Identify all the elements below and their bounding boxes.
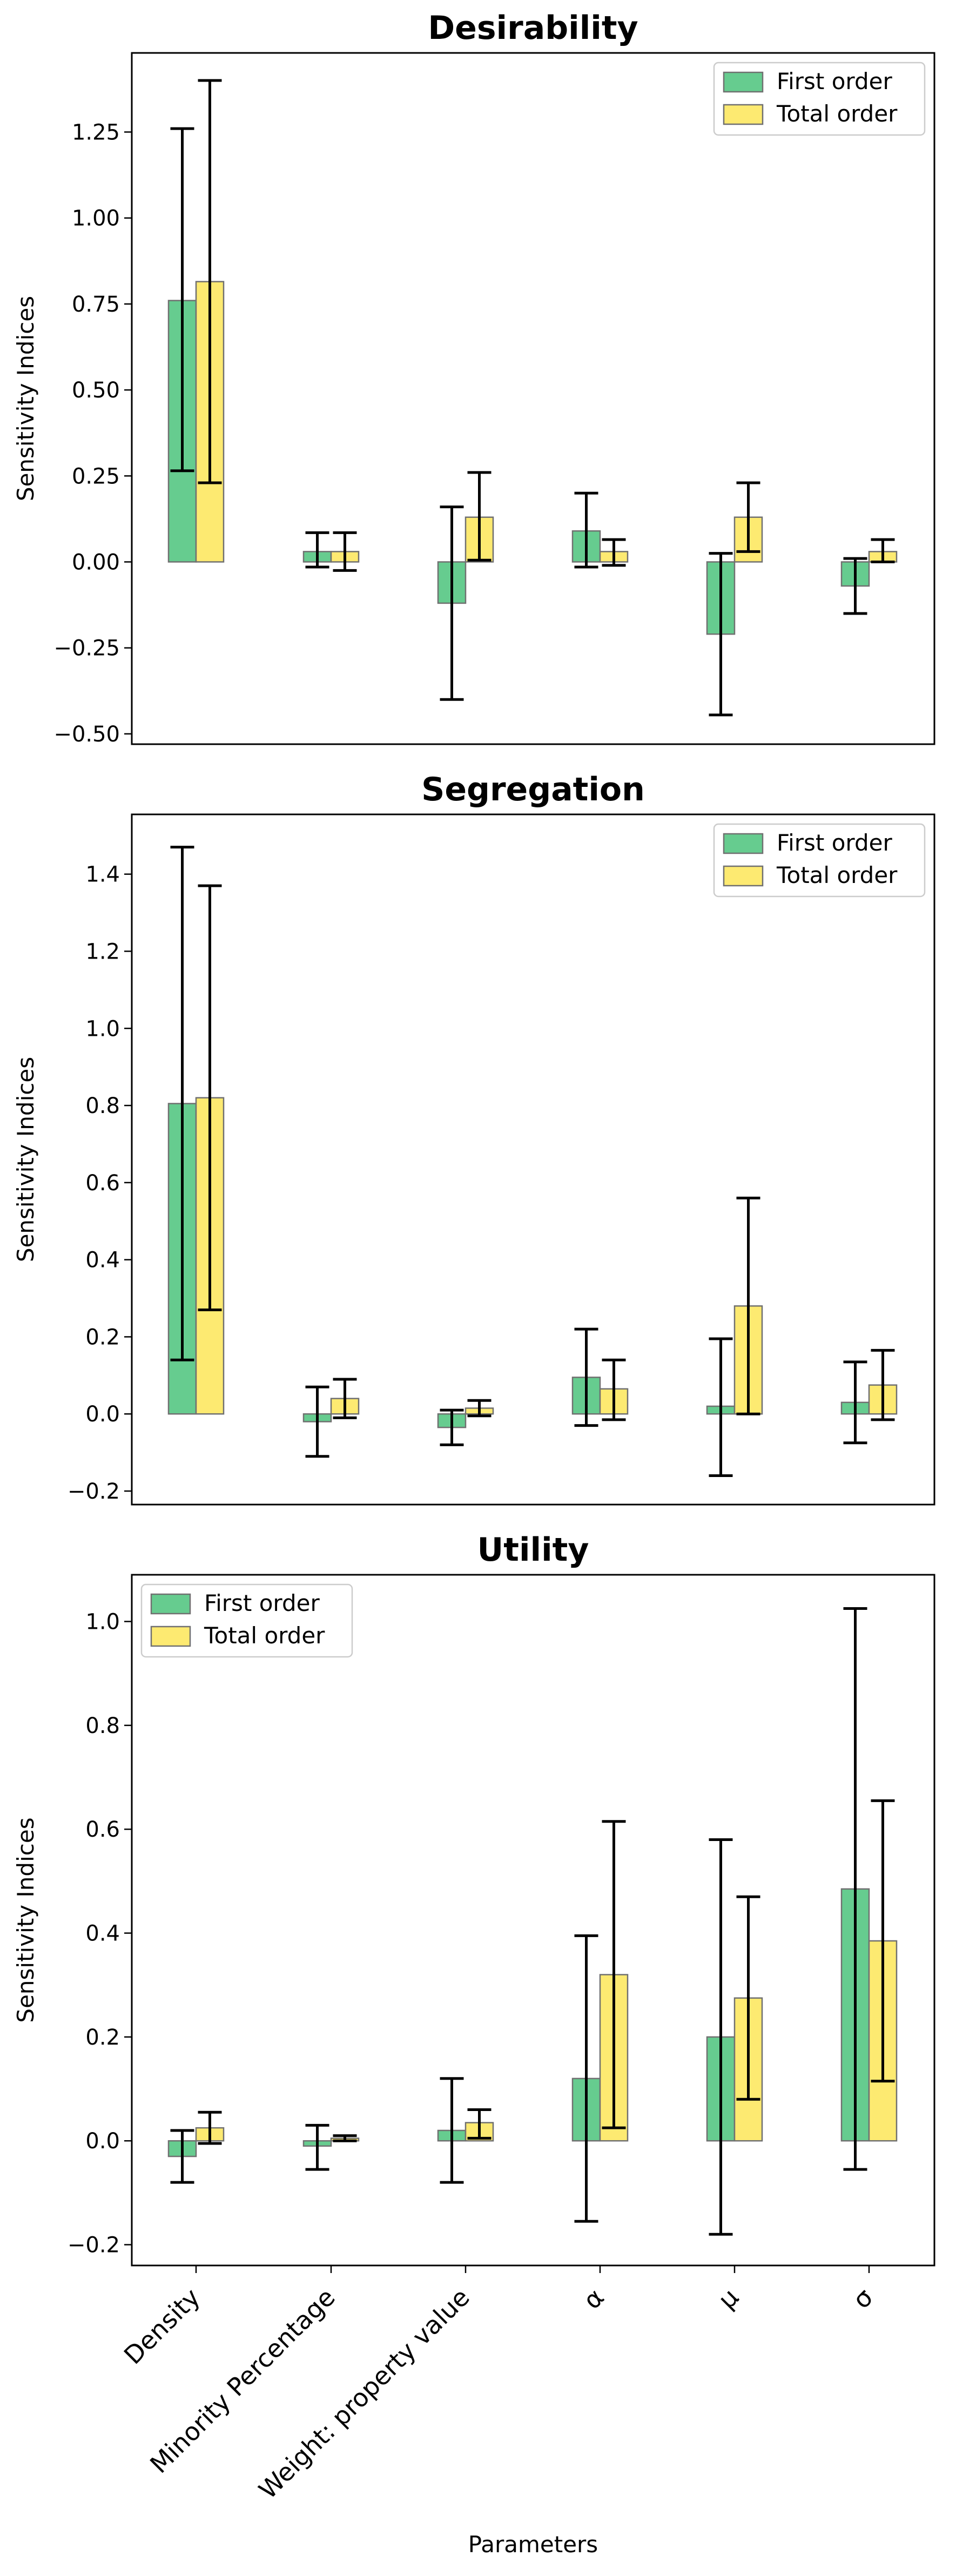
error-bar: [198, 79, 222, 484]
error-bar: [170, 846, 194, 1361]
error-bar: [170, 2129, 194, 2184]
error-bar: [574, 1934, 598, 2223]
error-bar: [736, 1895, 760, 2101]
chart-panel-3: Utility −0.2 0.0 0.2 0.4 0.6 0.8 1.0 Sensitivity…: [12, 1531, 935, 2558]
y-tick-label: 1.0: [85, 1610, 120, 1635]
error-bar: [871, 1799, 895, 2083]
x-tick-label: Density: [118, 2283, 206, 2370]
error-bar: [198, 2110, 222, 2145]
y-tick-label: 0.4: [85, 1248, 120, 1273]
legend-box: [140, 1583, 353, 1658]
error-bar: [440, 1408, 464, 1446]
error-bar: [736, 481, 760, 553]
legend-box: [713, 823, 926, 898]
legend: First order Total order: [713, 62, 926, 136]
y-tick-label: 0.2: [85, 1325, 120, 1350]
y-tick-label: 0.8: [85, 1094, 120, 1118]
legend-label: Total order: [776, 862, 898, 888]
legend-box: [713, 62, 926, 136]
y-axis-label: Sensitivity Indices: [12, 1817, 39, 2022]
error-bar: [736, 1196, 760, 1415]
error-bar: [843, 557, 867, 615]
error-bar: [574, 491, 598, 569]
legend-swatch: [150, 1593, 191, 1615]
y-tick-label: 0.6: [85, 1171, 120, 1196]
error-bar: [333, 2134, 357, 2142]
error-bar: [467, 1399, 492, 1418]
error-bar: [871, 1348, 895, 1421]
error-bar: [709, 552, 733, 717]
legend-label: First order: [777, 830, 892, 856]
plot-frame: [131, 52, 935, 745]
legend-label: First order: [777, 68, 892, 95]
x-tick-label: α: [577, 2283, 610, 2315]
error-bar: [170, 127, 194, 473]
error-bar: [305, 2123, 329, 2171]
y-axis-label: Sensitivity Indices: [12, 1057, 39, 1262]
error-bar: [602, 538, 626, 567]
y-tick-label: −0.25: [53, 636, 120, 661]
y-tick-label: 1.2: [85, 939, 120, 964]
x-tick-label: μ: [712, 2283, 744, 2315]
y-tick-label: 0.25: [72, 464, 120, 489]
error-bar: [305, 1385, 329, 1458]
legend-label: First order: [204, 1590, 320, 1616]
error-bar: [305, 531, 329, 569]
y-axis-label: Sensitivity Indices: [12, 296, 39, 501]
chart-title: Segregation: [421, 771, 645, 808]
error-bar: [602, 1820, 626, 2129]
chart-panel-2: Segregation −0.2 0.0 0.2 0.4 0.6 0.8 1.0 1.2 1.4 S…: [12, 771, 935, 1506]
error-bar: [574, 1327, 598, 1427]
error-bar: [843, 1360, 867, 1445]
legend-swatch: [150, 1626, 191, 1647]
y-tick-label: 0.50: [72, 378, 120, 403]
legend-label: Total order: [776, 100, 898, 127]
legend: First order Total order: [713, 823, 926, 898]
y-tick-label: 1.25: [72, 120, 120, 145]
y-tick-label: 1.0: [85, 1016, 120, 1041]
y-tick-label: −0.50: [53, 722, 120, 747]
error-bar: [467, 2108, 492, 2140]
y-tick-label: 0.0: [85, 2129, 120, 2154]
error-bar: [333, 531, 357, 572]
y-tick-label: 0.00: [72, 550, 120, 575]
y-tick-label: 1.00: [72, 206, 120, 231]
x-tick-label: σ: [847, 2283, 879, 2315]
error-bar: [333, 1378, 357, 1419]
legend: First order Total order: [140, 1583, 353, 1658]
plot-frame: [131, 1574, 935, 2267]
error-bar: [871, 538, 895, 563]
error-bar: [602, 1358, 626, 1421]
legend-swatch: [723, 71, 764, 93]
y-tick-label: −0.2: [68, 2233, 120, 2258]
y-tick-label: 0.0: [85, 1402, 120, 1427]
legend-swatch: [723, 104, 764, 125]
y-tick-label: 0.2: [85, 2025, 120, 2050]
legend-swatch: [723, 865, 764, 887]
y-tick-label: 0.75: [72, 292, 120, 317]
y-tick-label: −0.2: [68, 1479, 120, 1504]
error-bar: [198, 884, 222, 1311]
y-tick-label: 0.6: [85, 1817, 120, 1842]
error-bar: [843, 1607, 867, 2171]
error-bar: [440, 505, 464, 701]
error-bar: [440, 2077, 464, 2184]
error-bar: [709, 1337, 733, 1477]
error-bar: [467, 471, 492, 562]
y-tick-label: 0.4: [85, 1921, 120, 1946]
plot-frame: [131, 813, 935, 1506]
chart-panel-1: Desirability −0.50 −0.25 0.00 0.25 0.50 0.75 1.…: [12, 9, 935, 747]
error-bar: [709, 1838, 733, 2236]
y-tick-label: 1.4: [85, 862, 120, 887]
y-tick-label: 0.8: [85, 1714, 120, 1738]
x-axis-label: Parameters: [468, 2531, 598, 2558]
chart-title: Desirability: [428, 9, 638, 47]
legend-swatch: [723, 833, 764, 854]
chart-title: Utility: [477, 1531, 589, 1569]
legend-label: Total order: [204, 1622, 325, 1649]
